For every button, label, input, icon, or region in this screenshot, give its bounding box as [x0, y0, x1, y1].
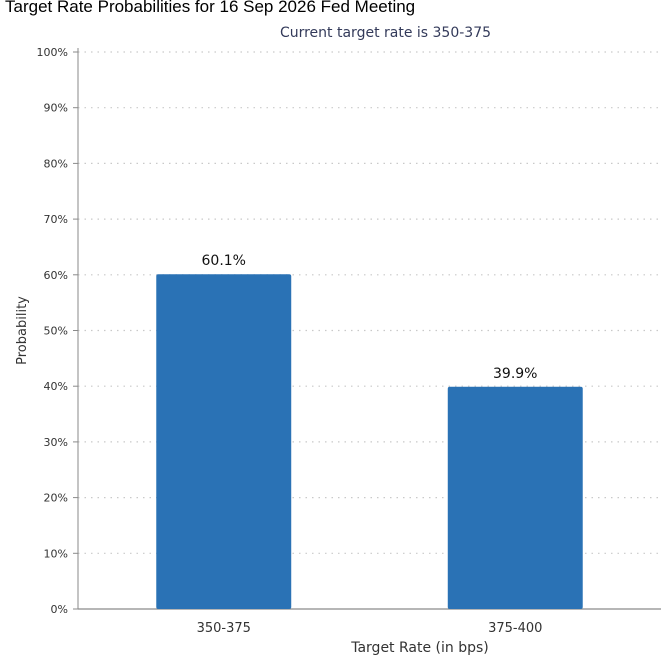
y-axis-ticks: 0% 10% 20% 30% 40% 50% 60% 70% 80% 90% 100%: [37, 46, 78, 616]
x-tick-label: 375-400: [488, 621, 542, 636]
y-tick-label: 60%: [44, 269, 68, 282]
y-tick-label: 0%: [51, 603, 68, 616]
bars: 60.1% 39.9%: [156, 253, 583, 609]
y-tick-label: 30%: [44, 436, 68, 449]
y-axis-label: Probability: [15, 296, 30, 365]
y-tick-label: 70%: [44, 213, 68, 226]
data-label: 60.1%: [202, 253, 246, 269]
x-tick-label: 350-375: [197, 621, 251, 636]
chart-subtitle: Current target rate is 350-375: [279, 25, 492, 41]
y-tick-label: 20%: [44, 492, 68, 505]
y-tick-label: 90%: [44, 102, 68, 115]
x-axis-ticks: 350-375 375-400: [197, 621, 543, 636]
bar-350-375: [156, 274, 292, 609]
y-tick-label: 80%: [44, 157, 68, 170]
y-tick-label: 40%: [44, 380, 68, 393]
y-tick-label: 50%: [44, 325, 68, 338]
chart-title: Target Rate Probabilities for 16 Sep 202…: [5, 0, 416, 16]
bar-375-400: [447, 386, 583, 609]
y-tick-label: 100%: [37, 46, 68, 59]
y-tick-label: 10%: [44, 547, 68, 560]
x-axis-label: Target Rate (in bps): [350, 640, 489, 656]
data-label: 39.9%: [493, 366, 537, 382]
